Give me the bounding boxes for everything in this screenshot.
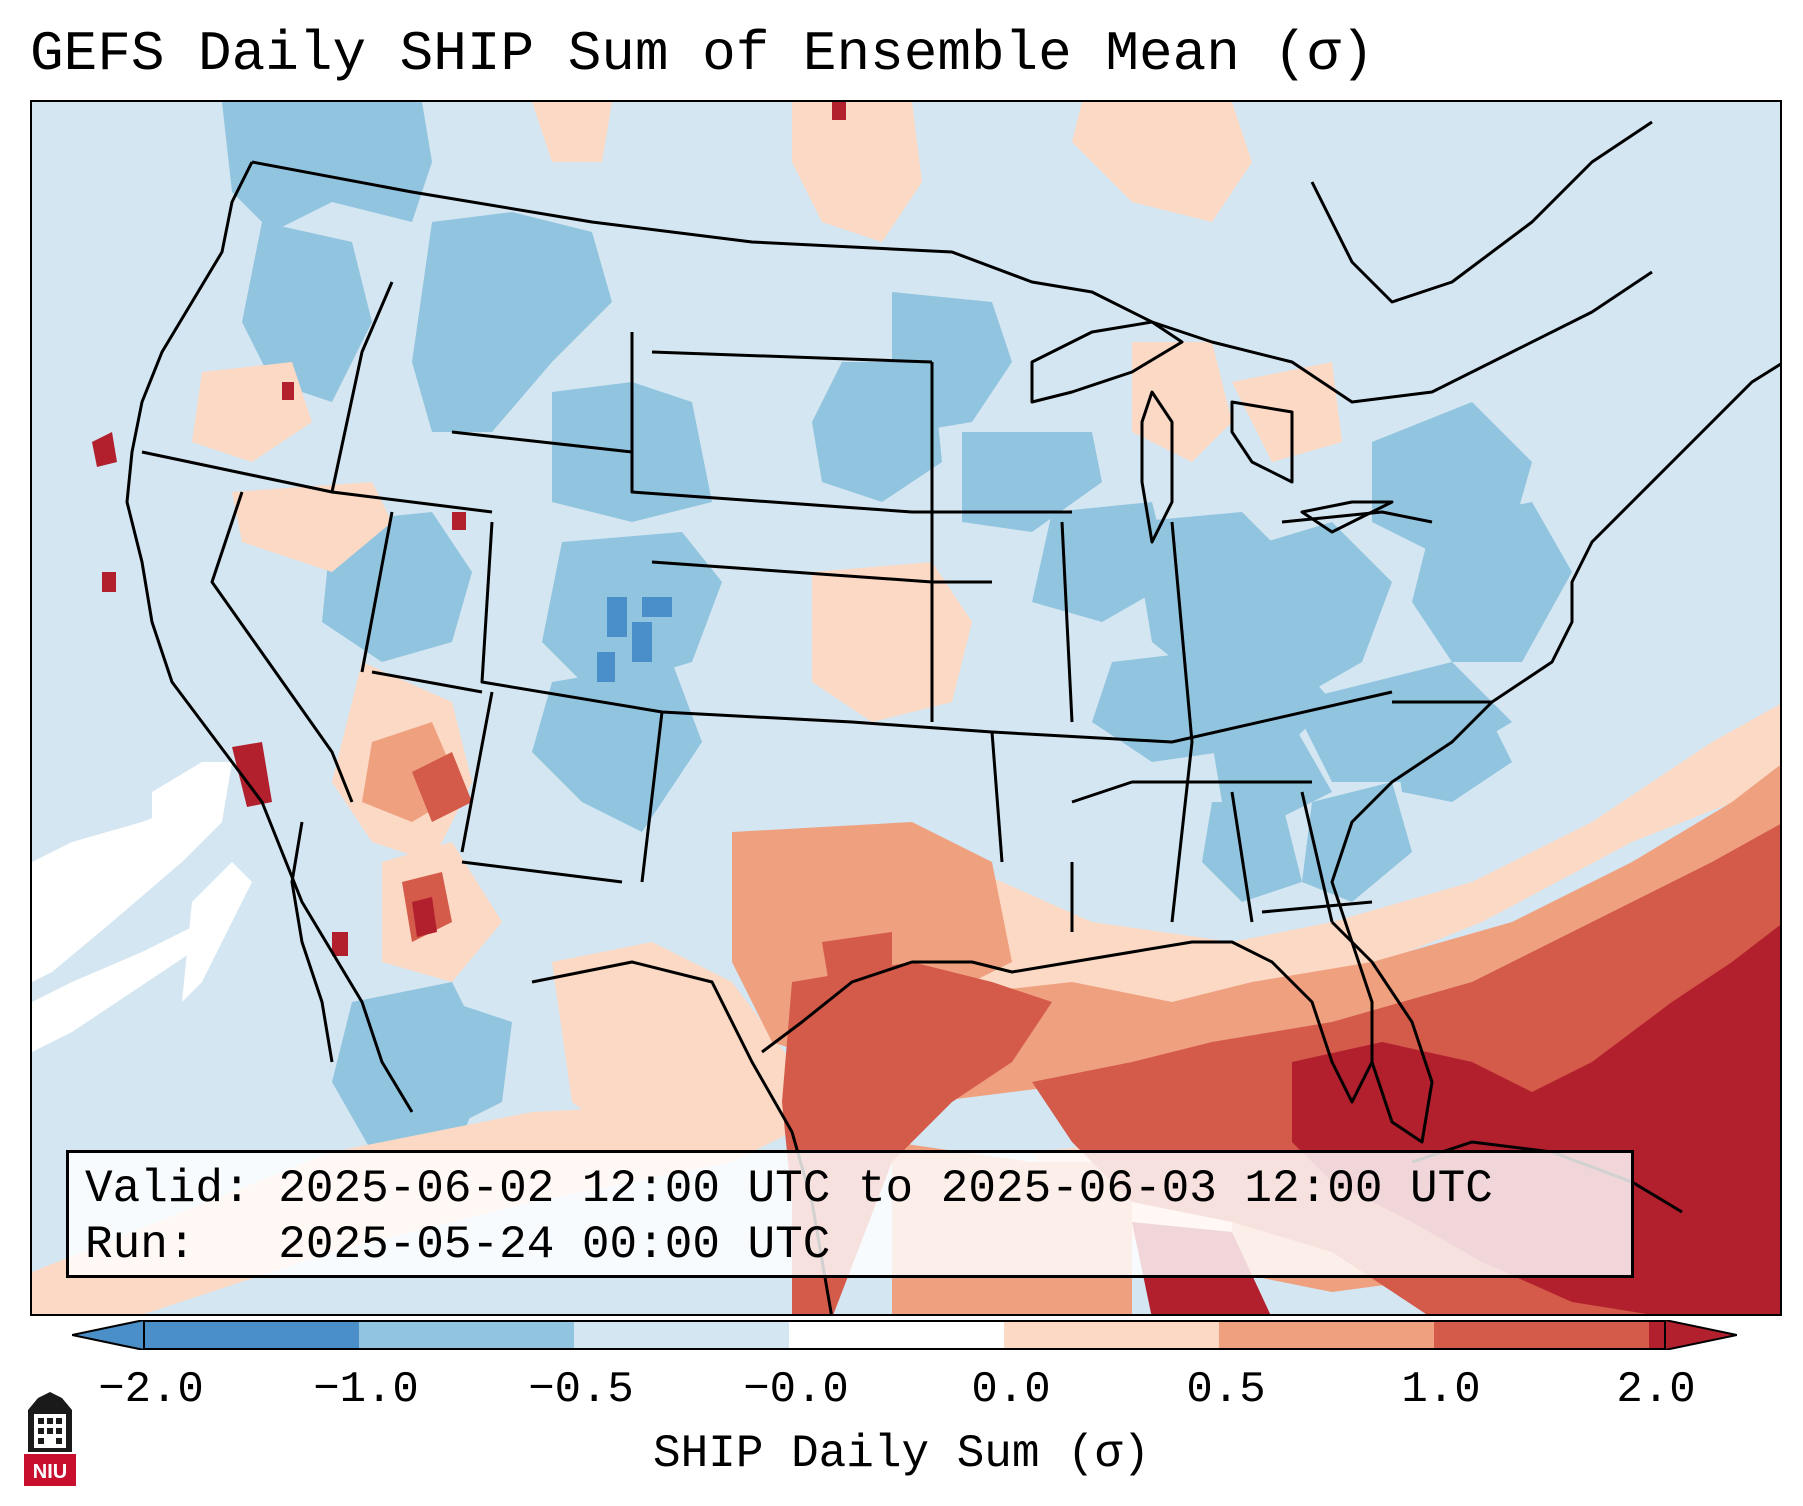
colorbar-label: SHIP Daily Sum (σ) [653, 1428, 1150, 1480]
map-panel [30, 100, 1782, 1316]
valid-row: Valid: 2025-06-02 12:00 UTC to 2025-06-0… [85, 1161, 1615, 1217]
colorbar-extend-low [72, 1320, 145, 1350]
colorbar-tick: −2.0 [98, 1365, 204, 1415]
state-line [1060, 521, 1074, 723]
logo-text: NIU [33, 1461, 67, 1483]
colorbar-segment [1219, 1320, 1434, 1350]
state-line [330, 281, 394, 493]
coastlines-and-borders [125, 120, 1780, 1314]
state-line [651, 560, 992, 584]
valid-run-info-box: Valid: 2025-06-02 12:00 UTC to 2025-06-0… [66, 1150, 1634, 1278]
colorbar-tick: −0.5 [528, 1365, 634, 1415]
state-line [460, 691, 494, 853]
state-line [651, 350, 933, 364]
colorbar-segment [1649, 1320, 1665, 1350]
state-line [1281, 510, 1433, 524]
great-lakes-michigan [1140, 390, 1174, 544]
colorbar-tick: −1.0 [313, 1365, 419, 1415]
great-lakes-erie [1300, 500, 1394, 534]
baja-coast [290, 821, 334, 1063]
north-canada [1310, 120, 1653, 304]
niu-logo-icon: NIU [24, 1392, 76, 1486]
colorbar-tick: −0.0 [743, 1365, 849, 1415]
state-line [1230, 791, 1254, 923]
state-line [1300, 791, 1334, 923]
colorbar [72, 1320, 1737, 1350]
valid-label: Valid: [85, 1163, 251, 1215]
colorbar-tick: 0.5 [1186, 1365, 1266, 1415]
colorbar-tick: 0.0 [971, 1365, 1051, 1415]
valid-value: 2025-06-02 12:00 UTC to 2025-06-03 12:00… [278, 1163, 1493, 1215]
state-line [371, 670, 483, 694]
colorbar-extend-high [1664, 1320, 1737, 1350]
state-line [210, 491, 354, 803]
pacific-white-streaks [32, 762, 252, 1052]
great-lakes-huron [1230, 400, 1294, 484]
run-label: Run: [85, 1219, 196, 1271]
state-line [1170, 521, 1194, 923]
run-value: 2025-05-24 00:00 UTC [278, 1219, 831, 1271]
state-line [640, 711, 664, 883]
colorbar-tick: 1.0 [1401, 1365, 1481, 1415]
map-title: GEFS Daily SHIP Sum of Ensemble Mean (σ) [30, 22, 1375, 86]
run-row: Run: 2025-05-24 00:00 UTC [85, 1217, 1615, 1273]
colorbar-segment [1004, 1320, 1219, 1350]
state-line [461, 860, 623, 884]
colorbar-segment [789, 1320, 1004, 1350]
pacific-coast [125, 161, 414, 1113]
state-line [990, 731, 1004, 863]
texas-gulf-coast [761, 362, 1780, 1104]
colorbar-segment [144, 1320, 359, 1350]
map-canvas [32, 102, 1780, 1314]
colorbar-segment [359, 1320, 574, 1350]
state-line [630, 332, 1072, 514]
state-line [480, 521, 1393, 744]
colorbar-tick: 2.0 [1616, 1365, 1696, 1415]
state-line [1261, 900, 1373, 914]
great-lakes-superior [1030, 320, 1184, 404]
state-line [451, 430, 633, 454]
colorbar-outline [143, 1320, 1666, 1350]
state-line [360, 511, 394, 673]
colorbar-segment [1434, 1320, 1649, 1350]
colorbar-segment [574, 1320, 789, 1350]
state-line [1071, 780, 1312, 804]
florida-coast [1330, 920, 1434, 1144]
